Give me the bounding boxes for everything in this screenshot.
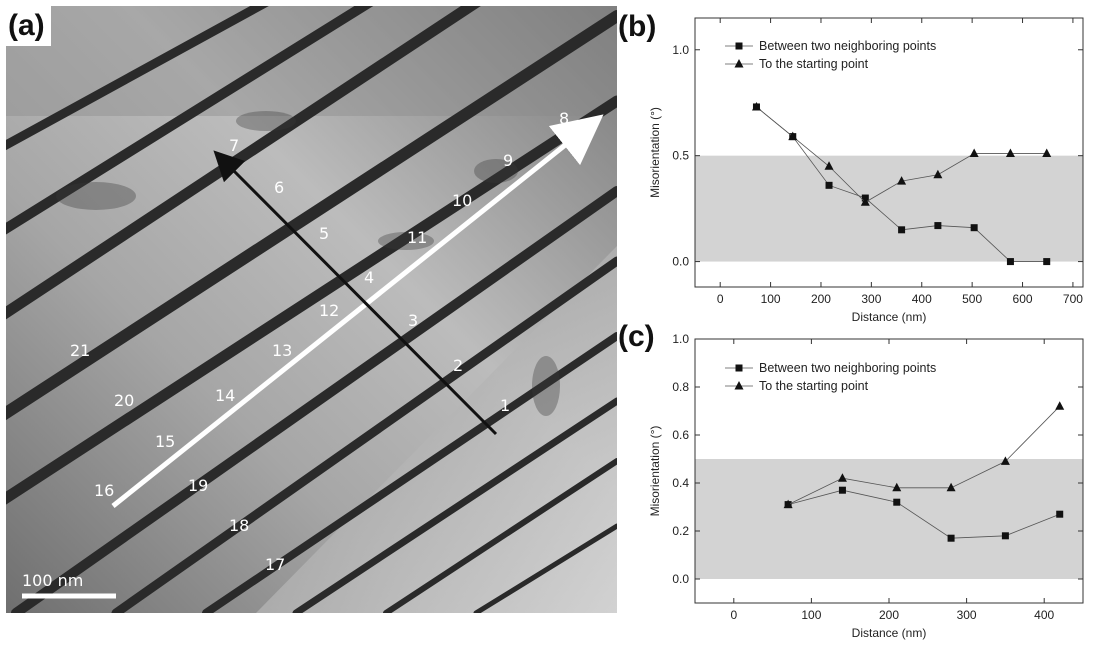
data-point-triangle <box>1005 148 1015 158</box>
data-point-square <box>898 226 906 234</box>
chart-b: 0 100 200 300 400 500 600 700 0.0 0.5 1.0 Distance … <box>648 17 1084 324</box>
point-label: 14 <box>215 386 235 405</box>
y-tick-label: 0.2 <box>672 524 689 538</box>
x-tick-label: 600 <box>1013 292 1033 306</box>
legend-marker-square <box>735 42 743 50</box>
point-label: 15 <box>155 432 175 451</box>
tem-micrograph: 1 2 3 4 5 6 7 8 9 10 11 12 13 14 15 16 1… <box>6 6 617 613</box>
y-tick-label: 0.8 <box>672 380 689 394</box>
y-tick-label: 0.0 <box>672 572 689 586</box>
panel-tag-a: (a) <box>6 6 51 46</box>
x-tick-label: 0 <box>717 292 724 306</box>
y-tick-label: 1.0 <box>672 332 689 346</box>
data-point-triangle <box>933 169 943 179</box>
panel-tag-b: (b) <box>618 10 657 43</box>
data-point-square <box>970 224 978 232</box>
point-label: 19 <box>188 476 208 495</box>
point-label: 16 <box>94 481 114 500</box>
data-point-square <box>1056 510 1064 518</box>
shaded-band <box>695 155 1083 262</box>
x-tick-label: 100 <box>761 292 781 306</box>
point-label: 11 <box>407 228 427 247</box>
legend-marker-triangle <box>734 59 744 68</box>
x-tick-label: 400 <box>912 292 932 306</box>
x-tick-label: 200 <box>879 608 899 622</box>
y-tick-label: 0.6 <box>672 428 689 442</box>
data-point-square <box>1006 258 1014 266</box>
data-point-triangle <box>892 482 902 492</box>
point-label: 5 <box>319 224 329 243</box>
point-label: 2 <box>453 356 463 375</box>
x-tick-label: 300 <box>957 608 977 622</box>
data-point-triangle <box>897 176 907 185</box>
point-label: 17 <box>265 555 285 574</box>
y-axis-title: Misorientation (°) <box>648 107 662 198</box>
x-tick-label: 700 <box>1063 292 1083 306</box>
point-label: 18 <box>229 516 249 535</box>
x-tick-label: 0 <box>730 608 737 622</box>
legend-marker-triangle <box>734 381 744 390</box>
point-labels: 1 2 3 4 5 6 7 8 9 10 11 12 13 14 15 16 1… <box>70 109 569 574</box>
data-point-triangle <box>837 473 847 482</box>
data-point-triangle <box>788 131 798 141</box>
black-arrow <box>213 150 498 436</box>
point-label: 1 <box>500 396 510 415</box>
x-tick-label: 500 <box>962 292 982 306</box>
plot-frame <box>694 17 1084 288</box>
data-point-square <box>1043 258 1051 266</box>
y-axis-title: Misorientation (°) <box>648 426 662 517</box>
legend-label: To the starting point <box>759 379 869 393</box>
data-point-square <box>825 181 833 189</box>
white-arrow <box>111 114 604 508</box>
x-tick-label: 100 <box>801 608 821 622</box>
data-point-triangle <box>1055 401 1065 410</box>
panel-tag-c: (c) <box>618 320 655 353</box>
y-tick-label: 0.0 <box>672 255 689 269</box>
data-point-triangle <box>1000 456 1010 465</box>
point-label: 7 <box>229 136 239 155</box>
y-tick-label: 0.5 <box>672 149 689 163</box>
point-label: 12 <box>319 301 339 320</box>
x-axis-title: Distance (nm) <box>852 310 927 324</box>
legend-label: Between two neighboring points <box>759 39 936 53</box>
point-label: 9 <box>503 151 513 170</box>
legend-label: Between two neighboring points <box>759 361 936 375</box>
data-point-triangle <box>783 499 793 509</box>
point-label: 8 <box>559 109 569 128</box>
legend-label: To the starting point <box>759 57 869 71</box>
point-label: 21 <box>70 341 90 360</box>
y-tick-label: 0.4 <box>672 476 689 490</box>
data-point-triangle <box>969 148 979 158</box>
dislocation-contrast <box>56 111 560 416</box>
data-point-triangle <box>860 197 870 206</box>
data-point-square <box>934 222 942 230</box>
data-point-triangle <box>1042 148 1052 158</box>
data-point-square <box>1001 532 1009 540</box>
y-tick-label: 1.0 <box>672 43 689 57</box>
data-point-square <box>838 486 846 494</box>
x-tick-label: 300 <box>861 292 881 306</box>
point-label: 3 <box>408 311 418 330</box>
series-line <box>787 405 1061 505</box>
data-point-square <box>947 534 955 542</box>
point-label: 20 <box>114 391 134 410</box>
data-point-triangle <box>751 101 761 111</box>
data-point-triangle <box>946 482 956 492</box>
data-point-square <box>893 498 901 506</box>
tem-image: 1 2 3 4 5 6 7 8 9 10 11 12 13 14 15 16 1… <box>6 6 617 613</box>
point-label: 10 <box>452 191 472 210</box>
x-axis-title: Distance (nm) <box>852 626 927 640</box>
scale-bar-label: 100 nm <box>22 571 83 590</box>
data-point-triangle <box>824 161 834 170</box>
point-label: 13 <box>272 341 292 360</box>
legend-marker-square <box>735 364 743 372</box>
x-tick-label: 400 <box>1034 608 1054 622</box>
point-label: 6 <box>274 178 284 197</box>
chart-c: 0 100 200 300 400 0.0 0.2 0.4 0.6 0.8 1.0 Distance … <box>648 332 1084 640</box>
series-line <box>788 489 1060 539</box>
shaded-band <box>695 459 1083 579</box>
x-tick-label: 200 <box>811 292 831 306</box>
point-label: 4 <box>364 268 374 287</box>
